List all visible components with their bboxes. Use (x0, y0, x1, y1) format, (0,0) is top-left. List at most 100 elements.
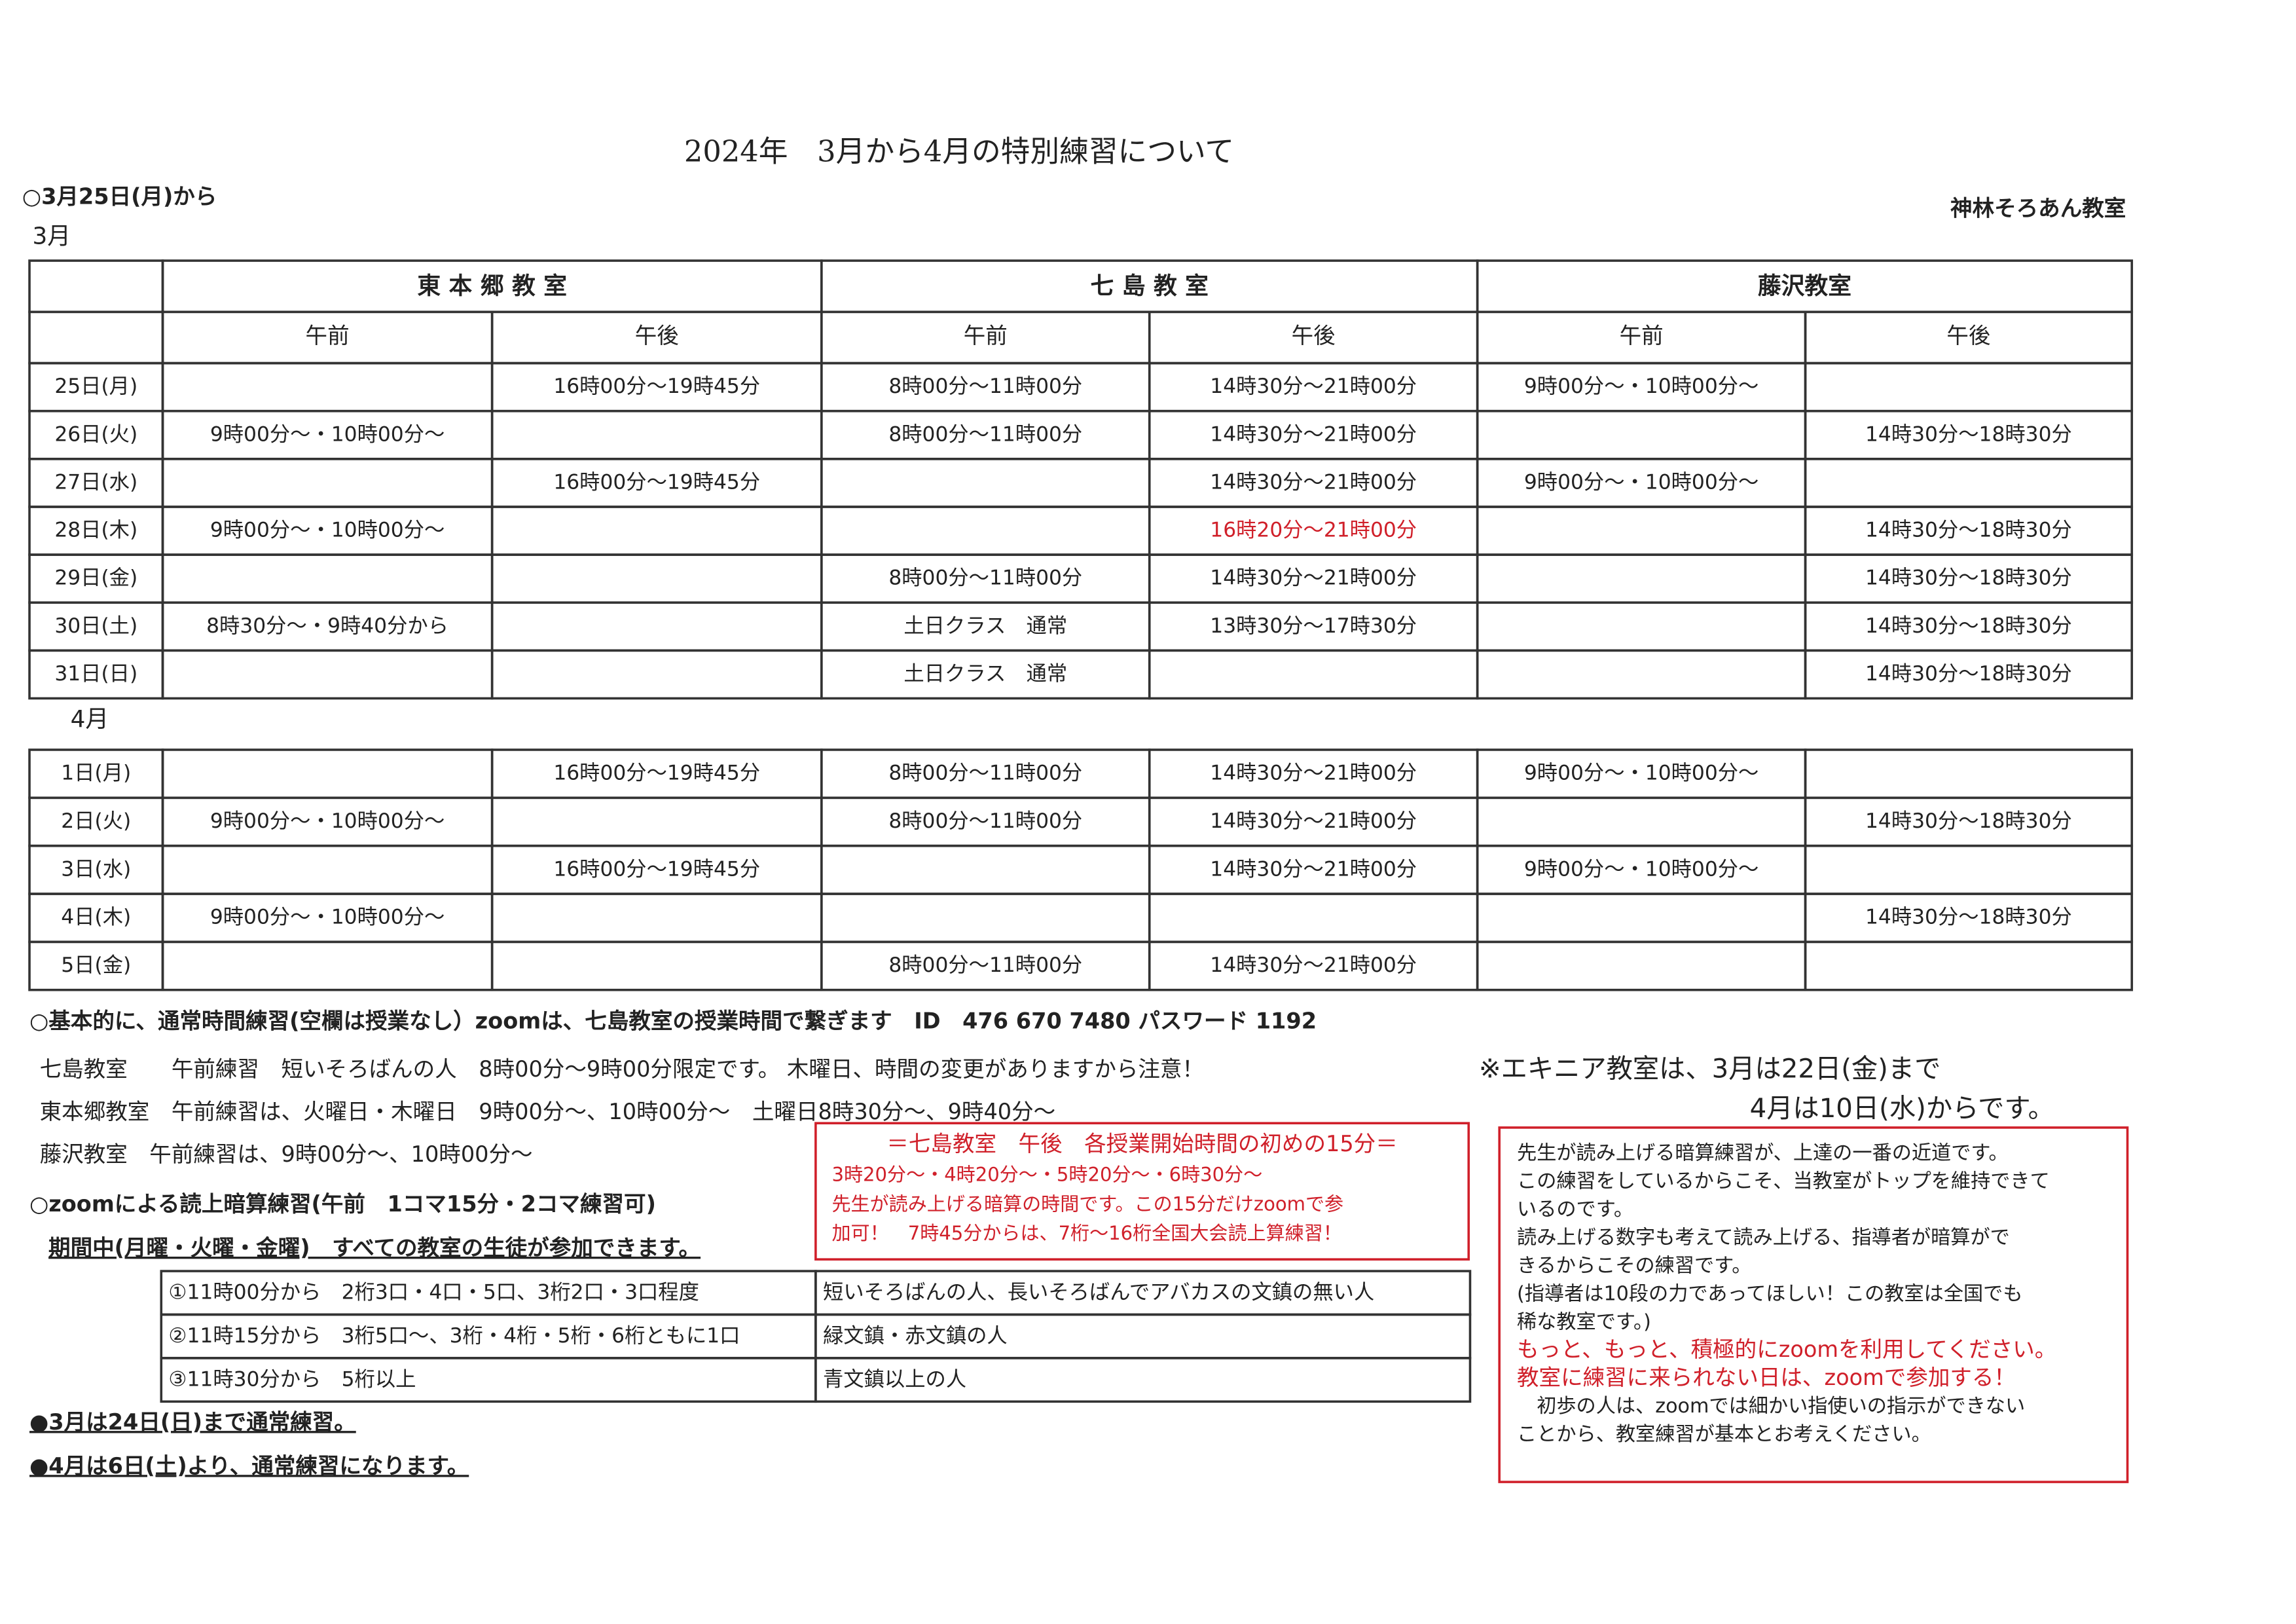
schedule-cell: 14時30分～18時30分 (1865, 566, 2072, 590)
cell-border (1804, 649, 2134, 700)
footer-note: ●4月は6日(土)より、通常練習になります。 (29, 1453, 469, 1479)
ekinia-note: ※エキニア教室は、3月は22日(金)まで (1479, 1054, 1941, 1084)
schedule-cell: 13時30分～17時30分 (1210, 614, 1417, 638)
message-line: ことから、教室練習が基本とお考えください。 (1517, 1423, 1931, 1446)
day-label: 1日(月) (61, 762, 131, 785)
schedule-cell: 8時00分～11時00分 (888, 422, 1082, 446)
schedule-cell: 8時00分～11時00分 (888, 375, 1082, 398)
day-label: 31日(日) (54, 662, 137, 686)
period-header: 午後 (635, 323, 679, 348)
schedule-cell: 16時20分～21時00分 (1210, 519, 1417, 542)
period-header: 午前 (306, 323, 350, 348)
day-label: 26日(火) (54, 422, 137, 446)
schedule-cell: 16時00分～19時45分 (553, 470, 760, 494)
day-label: 30日(土) (54, 614, 137, 638)
schedule-cell: 16時00分～19時45分 (553, 375, 760, 398)
schedule-cell: 14時30分～21時00分 (1210, 809, 1417, 833)
schedule-cell: 9時00分～・10時00分～ (1524, 762, 1758, 785)
message-line: この練習をしているからこそ、当教室がトップを維持できて (1517, 1170, 2050, 1193)
schedule-cell: 14時30分～21時00分 (1210, 762, 1417, 785)
note: 藤沢教室 午前練習は、9時00分～、10時00分～ (40, 1141, 533, 1167)
cell-border (1804, 940, 2134, 991)
message-line: 教室に練習に来られない日は、zoomで参加する！ (1517, 1365, 2016, 1390)
schedule-cell: 9時00分～・10時00分～ (210, 519, 445, 542)
red-box-line: 先生が読み上げる暗算の時間です。この15分だけzoomで参 (831, 1192, 1343, 1215)
zoom-cell: ①11時00分から 2桁3口・4口・5口、3桁2口・3口程度 (168, 1281, 699, 1304)
period-header: 午後 (1292, 323, 1336, 348)
period-header: 午前 (1620, 323, 1664, 348)
schedule-cell: 14時30分～18時30分 (1865, 519, 2072, 542)
red-box-line: 3時20分～・4時20分～・5時20分～・6時30分～ (831, 1164, 1262, 1186)
schedule-cell: 14時30分～21時00分 (1210, 470, 1417, 494)
schedule-cell: 14時30分～18時30分 (1865, 809, 2072, 833)
schedule-cell: 14時30分～21時00分 (1210, 566, 1417, 590)
classroom-header: 藤沢教室 (1758, 272, 1851, 299)
schedule-cell: 9時00分～・10時00分～ (1524, 470, 1758, 494)
schedule-cell: 9時00分～・10時00分～ (210, 422, 445, 446)
note: ○zoomによる読上暗算練習(午前 1コマ15分・2コマ練習可) (29, 1191, 656, 1217)
schedule-cell: 8時00分～11時00分 (888, 809, 1082, 833)
red-box (814, 1122, 1470, 1261)
footer-note: ●3月は24日(日)まで通常練習。 (29, 1409, 356, 1435)
schedule-cell: 14時30分～18時30分 (1865, 422, 2072, 446)
title: 2024年 3月から4月の特別練習について (684, 134, 1234, 168)
schedule-cell: 14時30分～21時00分 (1210, 422, 1417, 446)
note: 東本郷教室 午前練習は、火曜日・木曜日 9時00分～、10時00分～ 土曜日8時… (40, 1099, 1056, 1124)
message-line: 初歩の人は、zoomでは細かい指使いの指示ができない (1517, 1395, 2025, 1418)
zoom-cell: ②11時15分から 3桁5口～、3桁・4桁・5桁・6桁ともに1口 (168, 1324, 740, 1348)
schedule-cell: 8時00分～11時00分 (888, 566, 1082, 590)
message-line: 稀な教室です。) (1517, 1310, 1651, 1333)
schedule-cell: 14時30分～18時30分 (1865, 906, 2072, 929)
start-date: ○3月25日(月)から (22, 183, 217, 209)
classroom-header: 東 本 郷 教 室 (417, 272, 567, 299)
zoom-cell: 短いそろばんの人、長いそろばんでアバカスの文鎮の無い人 (823, 1281, 1374, 1304)
red-box-line: 加可！ 7時45分からは、7桁～16桁全国大会読上算練習！ (831, 1222, 1341, 1244)
schedule-cell: 9時00分～・10時00分～ (210, 906, 445, 929)
day-label: 2日(火) (61, 809, 131, 833)
note: ○基本的に、通常時間練習(空欄は授業なし）zoomは、七島教室の授業時間で繋ぎま… (29, 1008, 1317, 1033)
schedule-cell: 14時30分～18時30分 (1865, 662, 2072, 686)
red-box-title: ＝七島教室 午後 各授業開始時間の初めの15分＝ (886, 1131, 1397, 1156)
schedule-cell: 14時30分～21時00分 (1210, 375, 1417, 398)
schedule-cell: 14時30分～21時00分 (1210, 857, 1417, 881)
schedule-cell: 9時00分～・10時00分～ (1524, 375, 1758, 398)
zoom-cell: 緑文鎮・赤文鎮の人 (823, 1324, 1008, 1348)
day-label: 3日(水) (61, 857, 131, 881)
schedule-cell: 9時00分～・10時00分～ (1524, 857, 1758, 881)
schedule-cell: 14時30分～18時30分 (1865, 614, 2072, 638)
day-label: 29日(金) (54, 566, 137, 590)
message-box (1498, 1126, 2129, 1483)
zoom-cell: 青文鎮以上の人 (823, 1367, 966, 1391)
organization: 神林そろあん教室 (1950, 195, 2126, 221)
day-label: 28日(木) (54, 519, 137, 542)
day-label: 4日(木) (61, 906, 131, 929)
classroom-header: 七 島 教 室 (1091, 272, 1209, 299)
schedule-cell: 8時00分～11時00分 (888, 762, 1082, 785)
note: 期間中(月曜・火曜・金曜) すべての教室の生徒が参加できます。 (48, 1235, 701, 1261)
month-label: 3月 (32, 223, 71, 249)
schedule-cell: 14時30分～21時00分 (1210, 953, 1417, 977)
message-line: 読み上げる数字も考えて読み上げる、指導者が暗算がで (1517, 1226, 2010, 1249)
month-label: 4月 (71, 706, 109, 733)
message-line: いるのです。 (1517, 1198, 1633, 1221)
schedule-cell: 16時00分～19時45分 (553, 857, 760, 881)
message-line: きるからこその練習です。 (1517, 1254, 1751, 1277)
schedule-cell: 9時00分～・10時00分～ (210, 809, 445, 833)
zoom-cell: ③11時30分から 5桁以上 (168, 1367, 416, 1391)
schedule-cell: 8時00分～11時00分 (888, 953, 1082, 977)
day-label: 25日(月) (54, 375, 137, 398)
schedule-cell: 土日クラス 通常 (903, 662, 1067, 686)
schedule-cell: 16時00分～19時45分 (553, 762, 760, 785)
period-header: 午前 (964, 323, 1008, 348)
note: 七島教室 午前練習 短いそろばんの人 8時00分～9時00分限定です。 木曜日、… (40, 1056, 1204, 1082)
message-line: もっと、もっと、積極的にzoomを利用してください。 (1517, 1337, 2056, 1362)
day-label: 27日(水) (54, 470, 137, 494)
message-line: 先生が読み上げる暗算練習が、上達の一番の近道です。 (1517, 1142, 2009, 1165)
message-line: (指導者は10段の力であってほしい！この教室は全国でも (1517, 1282, 2022, 1305)
ekinia-note: 4月は10日(水)からです。 (1750, 1094, 2054, 1124)
cell-border (814, 1357, 1472, 1403)
day-label: 5日(金) (61, 953, 131, 977)
